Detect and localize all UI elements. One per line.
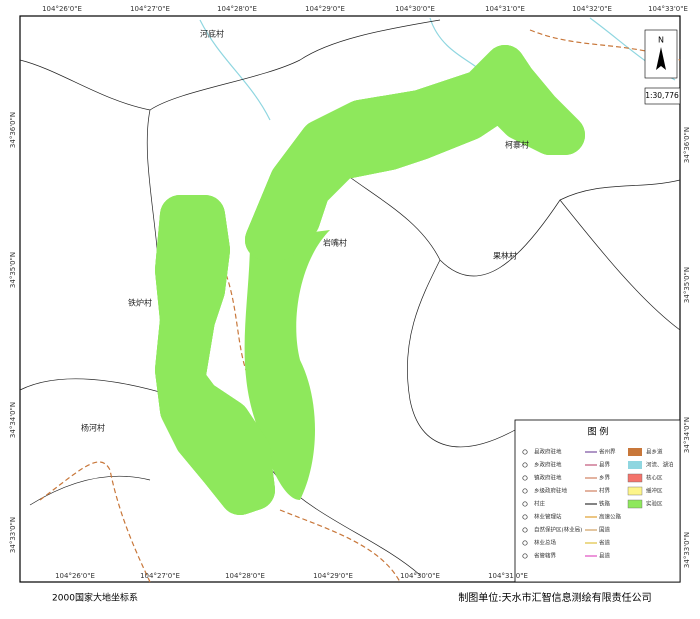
legend-label: 国道 — [599, 526, 611, 534]
coordinates: 104°26'0"E 104°27'0"E 104°28'0"E 104°29'0"E… — [9, 5, 691, 580]
legend-label: 乡政府驻地 — [534, 461, 562, 469]
legend-label: 乡级政府驻地 — [534, 487, 568, 495]
legend-symbol — [522, 540, 528, 546]
coord-label: 34°36'0"N — [9, 112, 17, 148]
village-label: 铁炉村 — [128, 298, 152, 308]
legend-label: 河流、湖泊 — [646, 461, 674, 469]
legend-label: 村界 — [599, 487, 611, 495]
coord-label: 104°31'0"E — [485, 5, 525, 13]
coord-label: 104°26'0"E — [42, 5, 82, 13]
protected-zones — [155, 45, 585, 515]
village-label: 河底村 — [200, 29, 224, 39]
village-label: 果林村 — [493, 251, 517, 261]
legend-label: 缓冲区 — [646, 487, 663, 495]
legend-label: 高速公路 — [599, 513, 622, 521]
coord-label: 104°27'0"E — [130, 5, 170, 13]
coord-label: 104°29'0"E — [313, 572, 353, 580]
legend-label: 乡界 — [599, 475, 611, 482]
legend-symbol — [627, 486, 643, 496]
legend-label: 核心区 — [646, 474, 663, 482]
legend-label: 实验区 — [646, 500, 663, 508]
legend-symbol — [628, 448, 642, 456]
coord-label: 104°33'0"E — [648, 5, 688, 13]
legend-label: 省州界 — [599, 448, 616, 456]
road — [39, 29, 681, 583]
legend-label: 林业总场 — [534, 539, 557, 547]
experimental-zone — [244, 230, 330, 500]
legend-symbol — [628, 461, 642, 469]
legend-symbol — [522, 462, 528, 468]
legend-symbol — [522, 553, 528, 559]
coord-label: 34°33'0"N — [683, 532, 691, 568]
legend-symbol — [522, 514, 528, 520]
legend-label: 省道 — [599, 539, 611, 547]
legend-label: 县界 — [599, 462, 611, 469]
village-label: 柯寨村 — [505, 140, 529, 150]
legend-symbol — [522, 449, 528, 455]
legend-label: 铁路 — [599, 500, 611, 508]
coord-label: 104°28'0"E — [225, 572, 265, 580]
coord-label: 34°34'0"N — [9, 402, 17, 438]
coord-label: 34°35'0"N — [683, 267, 691, 303]
north-label: N — [658, 36, 664, 45]
footer-left: 2000国家大地坐标系 — [52, 592, 138, 604]
legend-title: 图 例 — [588, 426, 609, 438]
coord-label: 104°30'0"E — [395, 5, 435, 13]
legend-label: 镇政府驻地 — [534, 474, 562, 482]
villages: 河底村 岩嘴村 柯寨村 果林村 铁炉村 杨河村 — [81, 29, 529, 433]
coord-label: 34°36'0"N — [683, 127, 691, 163]
scale-box — [644, 87, 681, 105]
legend-label: 省管辖界 — [534, 552, 557, 560]
legend-symbol — [522, 501, 528, 507]
coord-label: 104°26'0"E — [55, 572, 95, 580]
coord-label: 104°30'0"E — [400, 572, 440, 580]
legend-symbol — [627, 473, 643, 483]
coord-label: 104°32'0"E — [572, 5, 612, 13]
coord-label: 104°27'0"E — [140, 572, 180, 580]
legend-label: 县乡道 — [646, 448, 663, 456]
legend-symbol — [522, 527, 528, 533]
coord-label: 104°28'0"E — [217, 5, 257, 13]
scale-label: 1:30,776 — [645, 91, 679, 100]
coord-label: 34°34'0"N — [683, 417, 691, 453]
legend-symbol — [522, 475, 528, 481]
footer-right: 制图单位:天水市汇智信息测绘有限责任公司 — [458, 591, 651, 604]
coord-label: 34°33'0"N — [9, 517, 17, 553]
legend-symbol — [522, 488, 528, 494]
village-label: 杨河村 — [81, 423, 105, 433]
village-label: 岩嘴村 — [323, 238, 347, 248]
legend-label: 村庄 — [534, 500, 546, 508]
coord-label: 104°31'0"E — [488, 572, 528, 580]
north-arrow — [656, 47, 666, 70]
legend-label: 林业管理站 — [534, 513, 562, 521]
legend-label: 县政府驻地 — [534, 448, 562, 456]
coord-label: 34°35'0"N — [9, 252, 17, 288]
legend-symbol — [627, 499, 643, 509]
legend-label: 自然保护区(林业局) — [534, 526, 582, 534]
coord-label: 104°29'0"E — [305, 5, 345, 13]
legend-box — [514, 419, 681, 583]
legend-label: 县道 — [599, 552, 611, 560]
